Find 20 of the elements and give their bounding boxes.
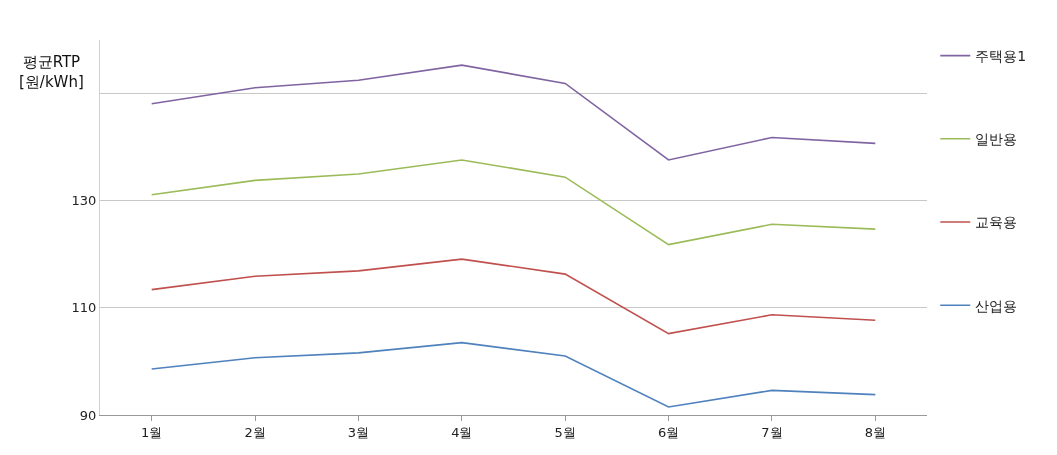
legend-label: 일반용 xyxy=(975,131,1018,148)
legend-label: 주택용1 xyxy=(975,48,1027,65)
line-series xyxy=(150,159,877,246)
x-tick-label: 5월 xyxy=(554,424,576,440)
y-tick-label: 110 xyxy=(71,300,97,316)
line-series xyxy=(150,258,877,335)
y-tick-label: 90 xyxy=(79,407,97,423)
x-tick-label: 2월 xyxy=(244,424,266,440)
x-tick-label: 7월 xyxy=(761,424,783,440)
x-tick-label: 1월 xyxy=(141,424,163,440)
x-tick-label: 6월 xyxy=(657,424,680,440)
x-tick-label: 4월 xyxy=(451,424,473,440)
x-tick-label: 8월 xyxy=(864,424,886,440)
line-series xyxy=(150,341,877,408)
legend-label: 산업용 xyxy=(975,297,1018,314)
legend-label: 교육용 xyxy=(975,214,1018,231)
y-tick-label: 130 xyxy=(71,193,97,209)
line-series xyxy=(150,64,877,161)
x-tick-label: 3월 xyxy=(347,424,370,440)
y-axis-title: 평균RTP [원/kWh] xyxy=(19,53,84,91)
